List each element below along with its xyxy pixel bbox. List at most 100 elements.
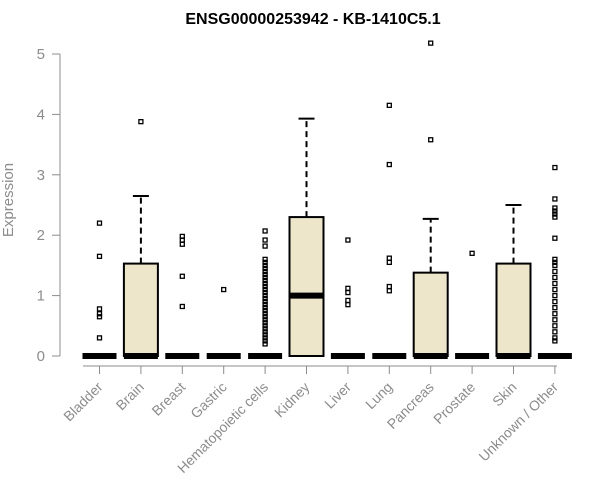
outlier-point [262, 332, 268, 338]
outlier-point [262, 256, 268, 263]
box-prostate [455, 250, 490, 359]
outlier-point [262, 259, 268, 266]
outlier-point [262, 305, 268, 311]
x-tick-label: Lung [362, 379, 395, 412]
outlier-point [96, 220, 103, 226]
x-tick-label: Unknown / Other [475, 379, 561, 465]
iqr-box [495, 262, 532, 358]
box-gastric [206, 286, 241, 359]
outlier-point [552, 317, 558, 323]
outlier-point [262, 338, 268, 344]
box-pancreas [412, 40, 449, 359]
outlier-point [262, 323, 268, 329]
outlier-point [386, 161, 392, 168]
outlier-point [552, 214, 558, 220]
y-tick-label: 5 [37, 46, 45, 63]
outlier-point [552, 164, 558, 171]
y-tick-label: 3 [37, 167, 45, 184]
outlier-point [262, 268, 268, 275]
outlier-point [179, 241, 185, 247]
outlier-point [262, 265, 268, 272]
box-lung [372, 102, 407, 359]
outlier-point [262, 228, 268, 234]
outlier-point [262, 311, 268, 317]
outlier-point [552, 211, 558, 217]
iqr-box [122, 262, 159, 358]
outlier-point [262, 308, 268, 314]
outlier-point [96, 306, 103, 312]
outlier-point [552, 205, 558, 211]
box-bladder [82, 220, 117, 359]
boxes-layer [82, 40, 572, 359]
iqr-box [288, 216, 325, 357]
box-brain [122, 118, 159, 359]
outlier-point [96, 335, 103, 341]
outlier-point [552, 274, 558, 281]
outlier-point [469, 250, 475, 256]
outlier-point [179, 237, 185, 243]
outlier-point [179, 303, 185, 310]
outlier-point [345, 289, 351, 296]
x-tick-label: Liver [321, 379, 354, 412]
y-tick-label: 0 [37, 348, 45, 365]
outlier-point [262, 302, 268, 308]
outlier-point [552, 305, 558, 311]
box-kidney [288, 117, 325, 357]
x-tick-label: Skin [489, 379, 520, 410]
outlier-point [552, 286, 558, 293]
outlier-point [552, 196, 558, 202]
outlier-point [552, 292, 558, 299]
y-tick-label: 1 [37, 288, 45, 305]
outlier-point [138, 118, 144, 125]
y-axis-label: Expression [0, 163, 17, 237]
outlier-point [262, 320, 268, 326]
outlier-point [262, 295, 268, 302]
outlier-point [262, 283, 268, 290]
outlier-point [262, 286, 268, 293]
box-breast [165, 233, 200, 359]
outlier-point [262, 277, 268, 284]
outlier-point [262, 341, 268, 347]
outlier-point [179, 273, 185, 279]
x-tick-label: Kidney [271, 379, 313, 421]
outlier-point [345, 285, 351, 292]
outlier-point [262, 289, 268, 296]
outlier-point [552, 335, 558, 341]
chart-title: ENSG00000253942 - KB-1410C5.1 [185, 11, 440, 28]
outlier-point [262, 298, 268, 305]
outlier-point [428, 137, 434, 143]
outlier-point [221, 286, 227, 293]
outlier-point [552, 235, 558, 241]
outlier-point [262, 326, 268, 332]
outlier-point [345, 237, 351, 243]
outlier-point [552, 208, 558, 214]
outlier-point [428, 40, 434, 46]
outlier-point [386, 288, 392, 294]
iqr-box [412, 271, 449, 358]
y-tick-label: 4 [37, 106, 45, 123]
outlier-point [262, 237, 268, 243]
outlier-point [262, 262, 268, 269]
outlier-point [386, 255, 392, 261]
y-tick-label: 2 [37, 227, 45, 244]
outlier-point [96, 314, 103, 320]
outlier-point [552, 262, 558, 269]
x-tick-label: Brain [113, 379, 147, 413]
outlier-point [552, 329, 558, 335]
box-hematopoietic-cells [248, 228, 283, 359]
box-liver [330, 237, 365, 359]
outlier-point [552, 268, 558, 275]
box-skin [495, 204, 532, 359]
outlier-point [96, 311, 103, 317]
outlier-point [386, 283, 392, 290]
outlier-point [262, 314, 268, 320]
outlier-point [345, 297, 351, 304]
outlier-point [552, 338, 558, 344]
outlier-point [552, 280, 558, 287]
outlier-point [386, 259, 392, 266]
x-tick-label: Bladder [60, 379, 106, 425]
outlier-point [262, 271, 268, 278]
outlier-point [262, 335, 268, 341]
